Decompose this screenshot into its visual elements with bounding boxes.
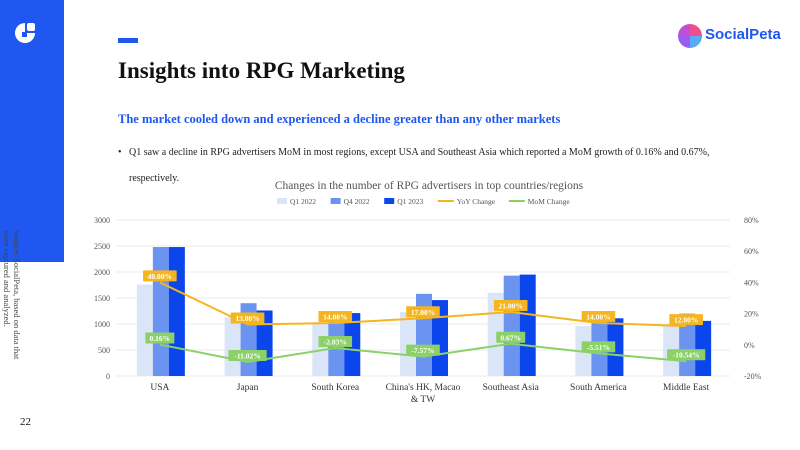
x-tick-label: Japan [237, 383, 259, 393]
data-label: 17.00% [411, 308, 435, 317]
line-mom-change [159, 342, 687, 364]
legend-label: Q1 2023 [397, 197, 423, 206]
y-right-tick-label: 40% [744, 278, 759, 287]
bar-q1-2023 [432, 300, 448, 376]
y-left-tick-label: 3000 [94, 216, 110, 225]
data-label-box [496, 331, 526, 343]
chart-axes: 0 500 1000 1500 2000 2500 3000 -20% 0% 20% 40% 60% 8… [94, 216, 762, 405]
y-left-tick-label: 2500 [94, 242, 110, 251]
y-right-tick-label: -20% [744, 372, 762, 381]
x-tick-label: USA [150, 383, 169, 393]
y-left-tick-label: 2000 [94, 268, 110, 277]
data-label: 0.16% [150, 334, 171, 343]
bar-q4-2022 [503, 275, 520, 376]
legend-swatch [384, 198, 395, 204]
x-tick-label: Middle East [663, 383, 710, 393]
data-label-box [318, 310, 353, 322]
bar-q4-2022 [416, 293, 432, 376]
x-tick-label: South Korea [311, 383, 360, 393]
x-tick-label: Southeast Asia [483, 383, 540, 393]
x-tick-label-line: & TW [411, 395, 435, 405]
legend-label: Q1 2022 [290, 197, 316, 206]
y-right-tick-label: 20% [744, 310, 759, 319]
line-yoy-change [159, 281, 687, 328]
brand-logo-icon [678, 24, 702, 48]
page-title: Insights into RPG Marketing [118, 58, 405, 83]
data-label-box [581, 341, 616, 353]
chart-legend: Q1 2022 Q4 2022 Q1 2023 YoY Change MoM Chang… [277, 197, 570, 206]
data-label: 21.00% [499, 302, 523, 311]
data-label: 0.67% [500, 333, 521, 342]
data-label-box [667, 349, 706, 361]
bar-q1-2022 [400, 312, 416, 376]
bar-q1-2022 [224, 317, 241, 376]
page-subtitle: The market cooled down and experienced a… [118, 112, 561, 126]
data-label-box [669, 314, 703, 326]
bullet-dot-icon: • [118, 147, 122, 158]
data-label: -2.03% [324, 337, 347, 346]
data-label-box [145, 332, 175, 344]
data-label-box [143, 270, 177, 282]
title-accent [118, 38, 138, 43]
legend-label: MoM Change [528, 197, 571, 206]
bar-q1-2023 [695, 320, 712, 376]
data-label: -7.57% [411, 346, 434, 355]
x-tick-label-line: China's HK, Macao [386, 383, 461, 393]
data-label-box [493, 300, 528, 312]
data-label-box [228, 349, 267, 361]
legend-label: YoY Change [457, 197, 496, 206]
legend-label: Q4 2022 [344, 197, 370, 206]
legend-swatch [277, 198, 287, 204]
y-left-tick-label: 500 [98, 346, 110, 355]
y-left-tick-label: 1500 [94, 294, 110, 303]
bar-q1-2022 [136, 284, 153, 376]
bar-q1-2023 [168, 247, 185, 376]
chart-lines [159, 281, 687, 364]
data-label: 40.00% [148, 272, 172, 281]
y-right-tick-label: 80% [744, 216, 759, 225]
data-label-box [581, 310, 616, 322]
data-label-box [406, 306, 440, 318]
data-label-box [318, 335, 353, 347]
y-left-tick-label: 0 [106, 372, 110, 381]
chart-data-labels: 40.00% 13.00% 14.00% 17.00% 21.00% 14.00% 12.0… [143, 270, 706, 361]
bar-q1-2022 [312, 322, 329, 376]
y-left-tick-label: 1000 [94, 320, 110, 329]
y-right-tick-label: 0% [744, 341, 755, 350]
chart-title: Changes in the number of RPG advertisers… [275, 180, 584, 192]
socialpeta-mark-icon [15, 23, 35, 43]
left-accent-bar [0, 0, 64, 262]
brand-logo [678, 24, 702, 48]
x-tick-label: China's HK, Macao & TW [386, 383, 461, 405]
data-label: 14.00% [323, 312, 347, 321]
data-label: 12.00% [674, 316, 698, 325]
data-label-box [406, 344, 440, 356]
data-label: -10.54% [673, 351, 700, 360]
data-label-box [230, 312, 265, 324]
bar-q1-2023 [607, 318, 624, 376]
x-tick-label: South America [570, 383, 628, 393]
data-label: 13.00% [235, 314, 259, 323]
bar-q1-2023 [519, 274, 536, 376]
bullet-text: Q1 saw a decline in RPG advertisers MoM … [129, 147, 710, 184]
data-label: -11.02% [234, 351, 260, 360]
bullet-point: • Q1 saw a decline in RPG advertisers Mo… [118, 140, 718, 192]
bar-q4-2022 [152, 247, 169, 376]
bar-q1-2023 [344, 313, 361, 376]
brand-name: SocialPeta [705, 26, 781, 43]
chart-bars [136, 247, 712, 376]
data-label: 14.00% [586, 312, 610, 321]
data-label: -5.51% [587, 343, 610, 352]
page-number: 22 [20, 416, 31, 428]
y-right-tick-label: 60% [744, 247, 759, 256]
advertisers-chart: Changes in the number of RPG advertisers… [94, 180, 762, 405]
source-note: Source: SocialPeta, based on data that w… [0, 230, 22, 360]
legend-swatch [330, 198, 341, 204]
